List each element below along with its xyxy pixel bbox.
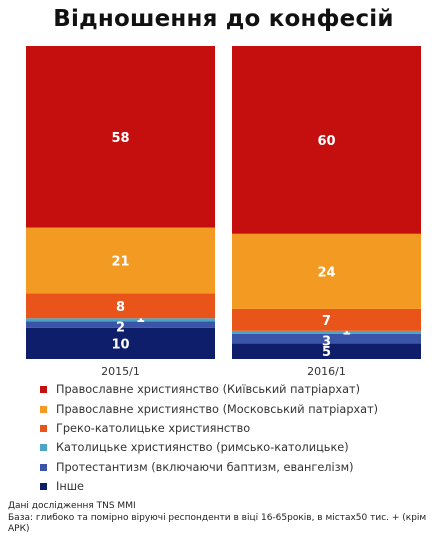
data-label: 5 bbox=[322, 345, 331, 360]
bar-segment bbox=[26, 293, 215, 319]
legend-swatch bbox=[40, 483, 47, 491]
bar-segment bbox=[232, 333, 421, 344]
x-tick-label: 2015/1 bbox=[101, 365, 140, 378]
bar-segment bbox=[26, 327, 215, 359]
legend-item: Православне християнство (Київський патр… bbox=[40, 380, 378, 399]
legend-label: Православне християнство (Московський па… bbox=[56, 402, 379, 416]
legend-label: Католицьке християнство (римсько-католиц… bbox=[56, 441, 349, 455]
legend-swatch bbox=[40, 463, 47, 471]
bar-segment bbox=[26, 227, 215, 294]
data-label: 1 bbox=[342, 323, 351, 338]
footnote-source: Дані дослідження TNS MMI bbox=[8, 501, 136, 511]
bar-segment bbox=[232, 330, 421, 334]
legend-label: Православне християнство (Київський патр… bbox=[56, 383, 360, 397]
data-label: 21 bbox=[111, 254, 129, 269]
legend-swatch bbox=[40, 386, 47, 394]
data-label: 58 bbox=[111, 131, 129, 146]
data-label: 3 bbox=[322, 335, 331, 350]
footnote: Дані дослідження TNS MMI База: глибоко т… bbox=[8, 501, 443, 536]
legend-swatch bbox=[40, 444, 47, 452]
bar-segment bbox=[232, 46, 421, 234]
legend-label: Інше bbox=[56, 480, 85, 494]
data-label: 10 bbox=[111, 337, 129, 352]
bar-segment bbox=[26, 46, 215, 228]
x-tick-label: 2016/1 bbox=[307, 365, 346, 378]
legend-item: Інше bbox=[40, 477, 378, 496]
bar-segment bbox=[26, 321, 215, 328]
bar-segment bbox=[232, 233, 421, 309]
legend-item: Православне християнство (Московський па… bbox=[40, 399, 378, 418]
chart-title: Відношення до конфесій bbox=[53, 6, 394, 32]
legend-item: Протестантизм (включаючи баптизм, еванге… bbox=[40, 458, 378, 477]
bar-segment bbox=[26, 318, 215, 322]
data-label: 7 bbox=[322, 314, 331, 329]
legend-item: Католицьке християнство (римсько-католиц… bbox=[40, 438, 378, 457]
bar-segment bbox=[232, 343, 421, 359]
legend-swatch bbox=[40, 424, 47, 432]
data-label: 8 bbox=[116, 300, 125, 315]
bar-segment bbox=[232, 308, 421, 331]
legend-item: Греко-католицьке християнство bbox=[40, 419, 378, 438]
chart-legend: Православне християнство (Київський патр… bbox=[40, 380, 378, 496]
footnote-base: База: глибоко та помірно віруючі респонд… bbox=[8, 512, 427, 535]
data-label: 2 bbox=[116, 321, 125, 336]
data-label: 60 bbox=[317, 134, 335, 149]
legend-label: Протестантизм (включаючи баптизм, еванге… bbox=[56, 460, 354, 474]
legend-label: Греко-католицьке християнство bbox=[56, 421, 251, 435]
legend-swatch bbox=[40, 405, 47, 413]
data-label: 24 bbox=[317, 265, 335, 280]
data-label: 1 bbox=[136, 311, 145, 326]
